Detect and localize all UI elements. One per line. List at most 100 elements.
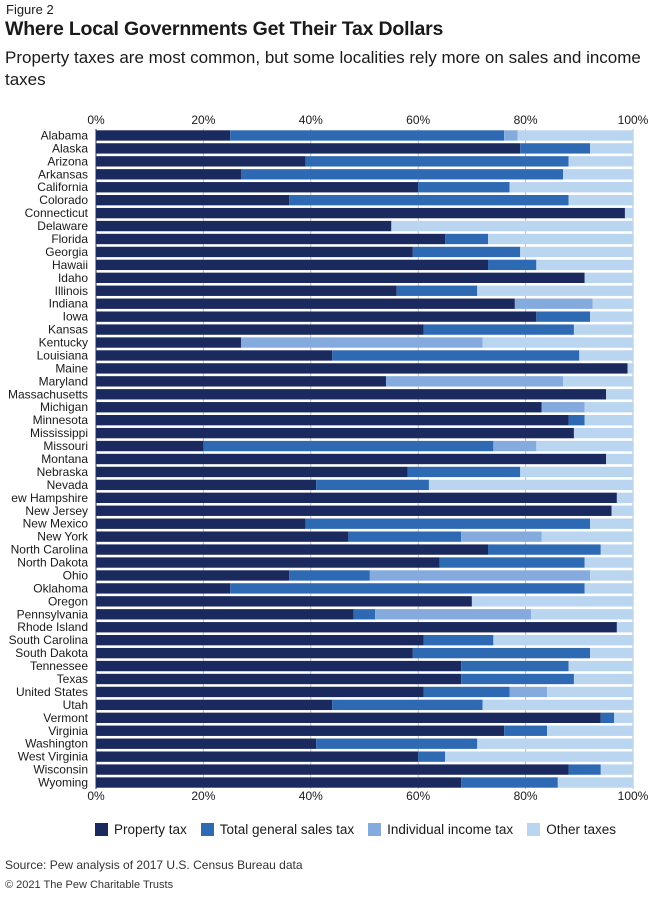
category-label: Wisconsin [33, 763, 88, 777]
bar-segment-income [461, 531, 542, 542]
bar-segment-property [96, 660, 462, 672]
category-label: Maryland [39, 374, 88, 388]
bar-segment-sales [418, 182, 510, 193]
category-label: Maine [55, 361, 88, 375]
bar-segment-other [590, 143, 633, 154]
bar-segment-other [509, 182, 633, 193]
bar-segment-property [96, 505, 612, 516]
bar-segment-other [614, 712, 633, 723]
bar-row [96, 402, 633, 413]
x-tick-label-top: 60% [406, 113, 430, 127]
bar-segment-sales [396, 285, 478, 296]
bar-segment-other [624, 207, 633, 219]
bar-segment-other [568, 156, 633, 167]
bar-segment-other [471, 596, 633, 607]
bar-segment-income [504, 130, 518, 141]
bar-row [96, 233, 633, 245]
bar-row [96, 169, 633, 180]
bar-segment-sales [412, 246, 521, 258]
bar-row [96, 285, 633, 296]
bar-segment-other [584, 402, 633, 413]
x-tick-label-top: 40% [299, 113, 323, 127]
bar-segment-other [579, 350, 633, 361]
bar-row [96, 246, 633, 258]
bar-segment-property [96, 156, 306, 167]
category-label: United States [16, 685, 88, 699]
x-tick-label-top: 20% [191, 113, 215, 127]
category-label: Washington [25, 737, 88, 751]
bar-segment-sales [423, 686, 510, 698]
bar-segment-sales [230, 130, 505, 141]
legend-item-income: Individual income tax [368, 822, 513, 837]
bar-segment-property [96, 686, 424, 698]
bar-segment-other [584, 415, 633, 426]
bar-segment-property [96, 220, 392, 232]
category-label: North Carolina [11, 543, 89, 557]
bar-row [96, 363, 633, 374]
bar-row [96, 635, 633, 646]
bar-segment-sales [316, 479, 429, 491]
bar-segment-property [96, 647, 413, 659]
bar-row [96, 220, 633, 232]
bar-segment-sales [305, 518, 591, 529]
legend-label-income: Individual income tax [387, 822, 514, 837]
bar-segment-other [616, 492, 633, 503]
category-label: Nevada [47, 478, 89, 492]
category-label: West Virginia [18, 750, 89, 764]
bar-segment-property [96, 182, 419, 193]
legend-label-property: Property tax [114, 822, 187, 837]
bar-row [96, 647, 633, 659]
bar-segment-other [584, 557, 633, 568]
category-label: South Carolina [9, 633, 89, 647]
category-label: California [37, 180, 88, 194]
bar-segment-income [369, 570, 591, 581]
bar-segment-other [547, 686, 633, 698]
bar-segment-property [96, 544, 489, 555]
category-label: Kentucky [39, 336, 88, 350]
bar-segment-other [592, 298, 633, 309]
bar-segment-sales [504, 725, 548, 736]
bar-row [96, 544, 633, 555]
category-label: Vermont [43, 711, 88, 725]
legend-label-other: Other taxes [546, 822, 616, 837]
bar-segment-property [96, 596, 472, 607]
category-label: Arkansas [38, 167, 88, 181]
bar-row [96, 298, 633, 309]
bar-segment-income [514, 298, 593, 309]
bar-segment-property [96, 363, 628, 374]
bar-segment-other [493, 635, 633, 646]
bar-segment-property [96, 195, 290, 206]
bar-row [96, 466, 633, 478]
bar-segment-property [96, 479, 317, 491]
bar-row [96, 712, 633, 723]
bar-segment-other [547, 725, 633, 736]
bar-segment-property [96, 298, 515, 309]
legend-swatch-income [368, 823, 382, 836]
bar-segment-other [482, 337, 633, 348]
bar-segment-property [96, 233, 446, 245]
bar-row [96, 583, 633, 594]
category-label: Michigan [40, 400, 88, 414]
bar-segment-property [96, 751, 419, 762]
bar-segment-other [573, 324, 633, 335]
bar-segment-property [96, 725, 505, 736]
bar-row [96, 479, 633, 491]
bar-segment-property [96, 466, 408, 478]
category-label: Iowa [63, 310, 89, 324]
bar-row [96, 518, 633, 529]
bar-segment-property [96, 389, 607, 400]
category-label: New York [37, 530, 89, 544]
category-label: Delaware [37, 219, 88, 233]
bar-segment-other [536, 440, 633, 452]
x-tick-label-bottom: 80% [514, 789, 538, 803]
bar-segment-sales [600, 712, 615, 723]
bar-segment-sales [332, 350, 580, 361]
bar-segment-sales [348, 531, 462, 542]
category-label: Georgia [45, 245, 88, 259]
bar-row [96, 415, 633, 426]
bar-segment-other [568, 195, 633, 206]
bar-segment-property [96, 712, 601, 723]
bar-segment-other [477, 738, 633, 749]
bar-row [96, 777, 633, 788]
bar-segment-other [428, 479, 633, 491]
